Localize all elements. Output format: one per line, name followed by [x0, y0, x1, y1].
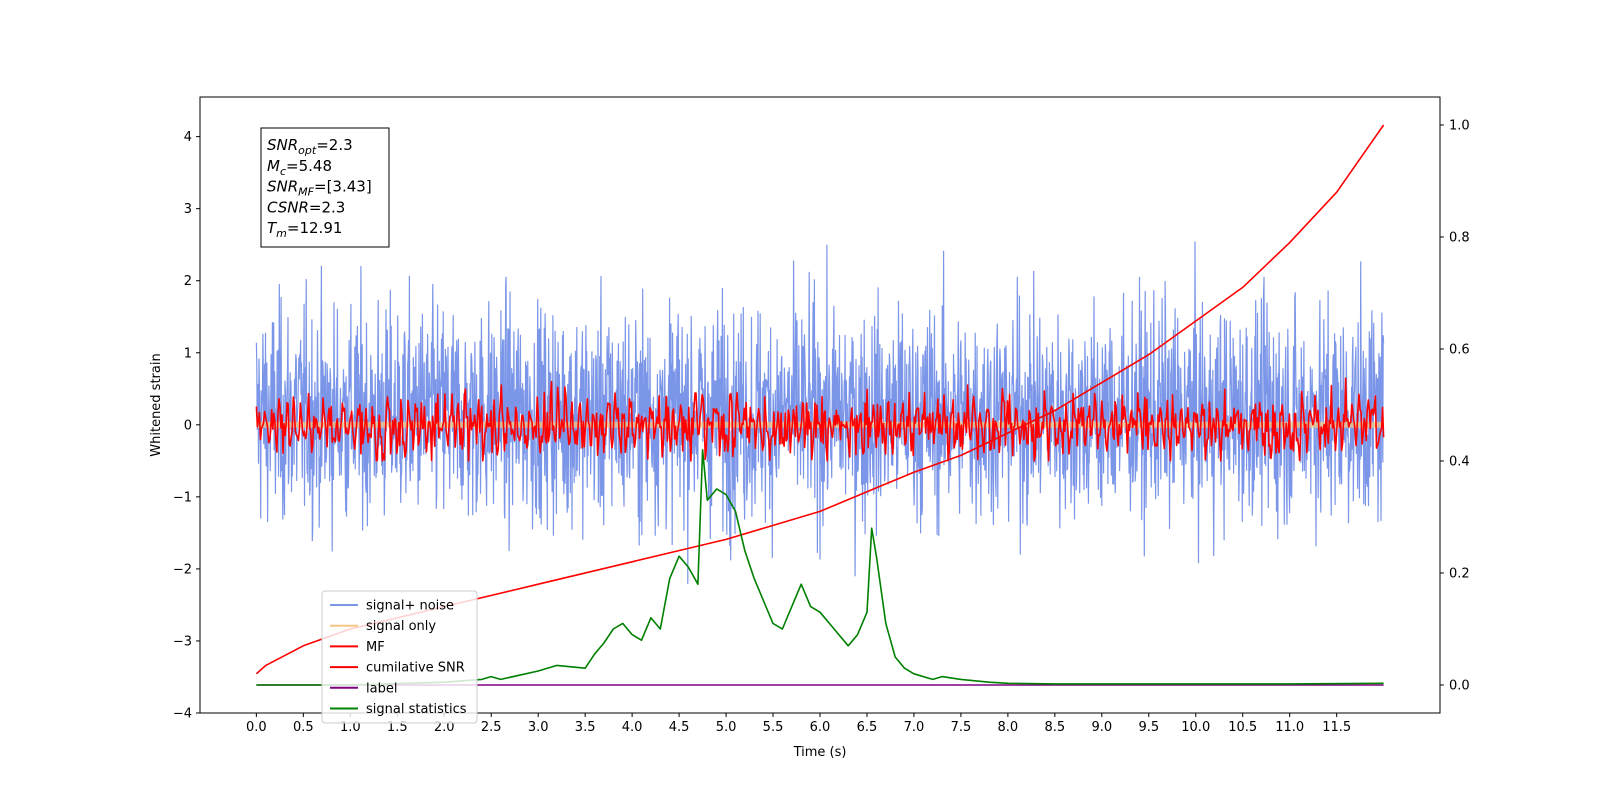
stats-line: SNRMF=[3.43]	[267, 178, 372, 199]
y-right-tick-label: 1.0	[1449, 119, 1470, 134]
y-left-tick-label: −3	[173, 634, 192, 649]
x-tick-label: 1.0	[340, 720, 361, 735]
y-axis-right: 1.0 0.8 0.6 0.4 0.2 0.0	[1440, 119, 1470, 694]
x-tick-label: 0.5	[293, 720, 314, 735]
x-tick-label: 8.0	[998, 720, 1019, 735]
x-tick-label: 3.5	[575, 720, 596, 735]
legend-entry: cumilative SNR	[366, 661, 465, 676]
x-tick-label: 10.5	[1228, 720, 1257, 735]
y-right-tick-label: 0.4	[1449, 455, 1470, 470]
x-tick-label: 11.0	[1275, 720, 1304, 735]
y-left-tick-label: 0	[184, 418, 192, 433]
x-tick-label: 4.5	[669, 720, 690, 735]
x-tick-label: 4.0	[622, 720, 643, 735]
stats-line: SNRopt=2.3	[267, 136, 353, 157]
legend-entry: MF	[366, 640, 385, 655]
stats-box-frame	[260, 127, 390, 248]
x-tick-label: 7.0	[904, 720, 925, 735]
x-tick-label: 7.5	[951, 720, 972, 735]
x-tick-label: 6.0	[810, 720, 831, 735]
x-axis-label: Time (s)	[793, 745, 847, 760]
series-mf	[255, 377, 1385, 462]
stats-line: Tm=12.91	[267, 219, 342, 240]
x-tick-label: 8.5	[1045, 720, 1066, 735]
x-axis: 0.0 0.5 1.0 1.5 2.0 2.5 3.0 3.5 4.0 4.5 5.0 5.5 6.0 6…	[246, 713, 1351, 735]
y-left-tick-label: 2	[184, 274, 192, 289]
x-tick-label: 9.5	[1138, 720, 1159, 735]
y-left-tick-label: 1	[184, 346, 192, 361]
x-tick-label: 5.5	[763, 720, 784, 735]
y-left-tick-label: −2	[173, 562, 192, 577]
legend-entry: signal statistics	[366, 702, 467, 717]
y-left-tick-label: 3	[184, 202, 192, 217]
y-right-tick-label: 0.0	[1449, 679, 1470, 694]
legend-entry: signal+ noise	[366, 599, 454, 614]
x-tick-label: 3.0	[528, 720, 549, 735]
legend-entry: label	[366, 681, 397, 696]
y-right-tick-label: 0.8	[1449, 231, 1470, 246]
stats-line: Mc=5.48	[267, 157, 332, 178]
y-left-tick-label: −1	[173, 490, 192, 505]
x-tick-label: 9.0	[1091, 720, 1112, 735]
legend: signal+ noise signal only MF cumilative SNR…	[321, 590, 478, 724]
y-right-tick-label: 0.6	[1449, 343, 1470, 358]
y-right-tick-label: 0.2	[1449, 567, 1470, 582]
y-axis-label: Whitened strain	[149, 353, 164, 456]
x-tick-label: 1.5	[387, 720, 408, 735]
x-tick-label: 2.0	[434, 720, 455, 735]
x-tick-label: 10.0	[1181, 720, 1210, 735]
x-tick-label: 6.5	[857, 720, 878, 735]
x-tick-label: 2.5	[481, 720, 502, 735]
x-tick-label: 0.0	[246, 720, 267, 735]
x-tick-label: 11.5	[1322, 720, 1351, 735]
legend-entry: signal only	[366, 619, 436, 634]
x-tick-label: 5.0	[716, 720, 737, 735]
y-left-tick-label: −4	[173, 707, 192, 722]
legend-frame	[321, 590, 478, 724]
y-left-tick-label: 4	[184, 130, 192, 145]
series-signal-noise	[255, 241, 1385, 585]
stats-line: CSNR=2.3	[267, 198, 345, 216]
series-signal-statistics	[256, 449, 1384, 686]
y-axis-left: 4 3 2 1 0 −1 −2 −3 −4	[173, 130, 200, 722]
